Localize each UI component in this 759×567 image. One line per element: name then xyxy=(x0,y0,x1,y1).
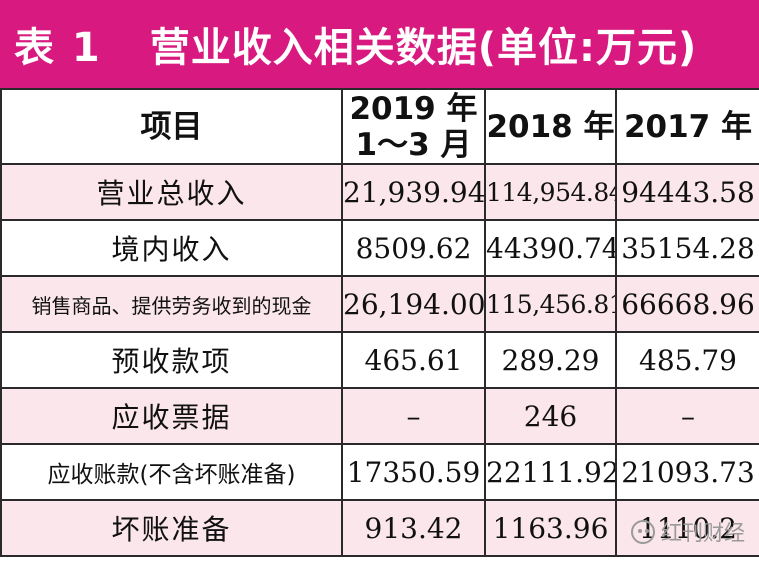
row-label: 坏账准备 xyxy=(0,499,343,557)
header-2019q1-text: 2019 年 1～3 月 xyxy=(349,90,478,163)
header-row: 项目 2019 年 1～3 月 2018 年 2017 年 xyxy=(0,88,759,165)
table-row: 预收款项 465.61 289.29 485.79 xyxy=(0,331,759,389)
row-label: 预收款项 xyxy=(0,331,343,389)
cell-2018: 22111.92 xyxy=(484,443,617,501)
header-item: 项目 xyxy=(0,88,343,165)
cell-2018: 246 xyxy=(484,387,617,445)
cell-2019q1: 465.61 xyxy=(341,331,486,389)
cell-2018: 115,456.81 xyxy=(484,275,617,333)
header-2019q1: 2019 年 1～3 月 xyxy=(341,88,486,165)
cell-2019q1: – xyxy=(341,387,486,445)
wechat-icon xyxy=(631,520,655,544)
cell-2019q1: 21,939.94 xyxy=(341,163,486,221)
table-row: 坏账准备 913.42 1163.96 1110.2 xyxy=(0,499,759,557)
cell-2017: 66668.96 xyxy=(615,275,759,333)
cell-2017: 485.79 xyxy=(615,331,759,389)
table-row: 境内收入 8509.62 44390.74 35154.28 xyxy=(0,219,759,277)
watermark-text: 红刊财经 xyxy=(661,521,745,545)
row-label: 销售商品、提供劳务收到的现金 xyxy=(0,275,343,333)
cell-2017: 1110.2 xyxy=(615,499,759,557)
cell-2018: 1163.96 xyxy=(484,499,617,557)
table-row: 销售商品、提供劳务收到的现金 26,194.00 115,456.81 6666… xyxy=(0,275,759,333)
cell-2019q1: 26,194.00 xyxy=(341,275,486,333)
revenue-data-table: 项目 2019 年 1～3 月 2018 年 2017 年 营业总收入 21,9… xyxy=(0,88,759,557)
table-row: 应收票据 – 246 – xyxy=(0,387,759,445)
cell-2017: 94443.58 xyxy=(615,163,759,221)
watermark: 红刊财经 xyxy=(631,517,745,547)
cell-2019q1: 913.42 xyxy=(341,499,486,557)
table-row: 应收账款(不含坏账准备) 17350.59 22111.92 21093.73 xyxy=(0,443,759,501)
cell-2017: 21093.73 xyxy=(615,443,759,501)
cell-2018: 44390.74 xyxy=(484,219,617,277)
cell-2018: 289.29 xyxy=(484,331,617,389)
header-2017: 2017 年 xyxy=(615,88,759,165)
table-row: 营业总收入 21,939.94 114,954.84 94443.58 xyxy=(0,163,759,221)
row-label: 应收账款(不含坏账准备) xyxy=(0,443,343,501)
row-label: 应收票据 xyxy=(0,387,343,445)
table-number-label: 表 1 xyxy=(14,25,102,71)
row-label: 营业总收入 xyxy=(0,163,343,221)
table-title: 营业收入相关数据(单位:万元) xyxy=(149,25,698,71)
cell-2019q1: 8509.62 xyxy=(341,219,486,277)
title-bar: 表 1 营业收入相关数据(单位:万元) xyxy=(0,0,759,88)
cell-2018: 114,954.84 xyxy=(484,163,617,221)
header-2018: 2018 年 xyxy=(484,88,617,165)
cell-2019q1: 17350.59 xyxy=(341,443,486,501)
cell-2017: – xyxy=(615,387,759,445)
cell-2017: 35154.28 xyxy=(615,219,759,277)
row-label: 境内收入 xyxy=(0,219,343,277)
